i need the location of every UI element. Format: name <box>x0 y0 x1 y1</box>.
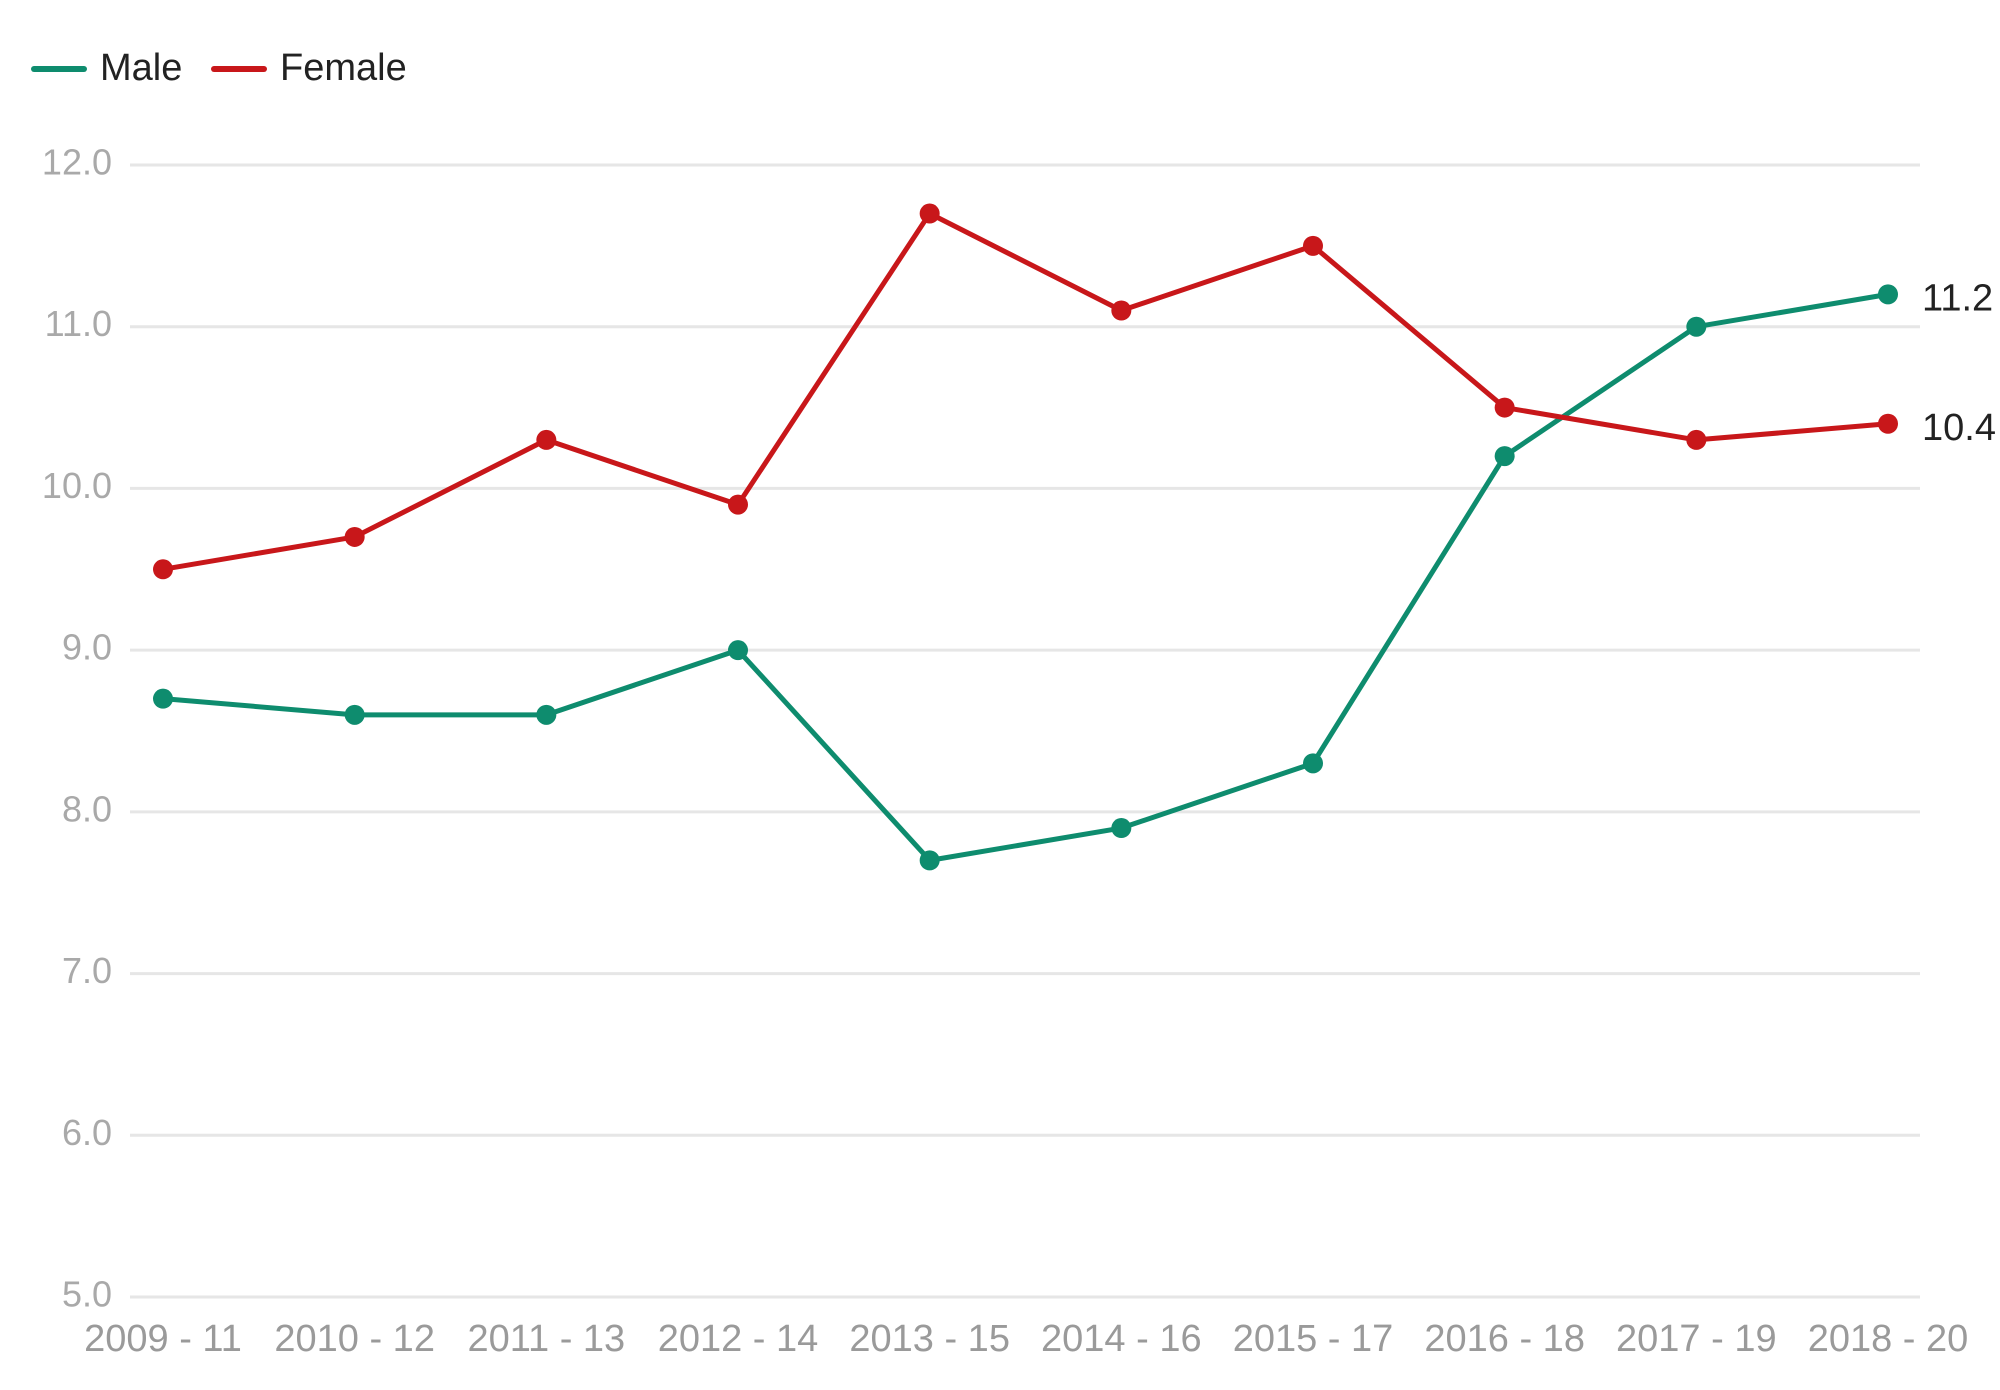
x-tick-label: 2013 - 15 <box>849 1318 1010 1360</box>
x-tick-label: 2010 - 12 <box>274 1318 435 1360</box>
data-point[interactable] <box>1494 397 1515 418</box>
x-tick-label: 2014 - 16 <box>1041 1318 1202 1360</box>
x-axis: 2009 - 11 2010 - 12 2011 - 13 2012 - 14 2013… <box>84 1318 1968 1360</box>
series-line <box>160 211 1891 572</box>
x-tick-label: 2011 - 13 <box>467 1318 625 1360</box>
x-tick-label: 2016 - 18 <box>1424 1318 1585 1360</box>
y-gridlines <box>130 163 1920 1299</box>
data-point[interactable] <box>344 704 365 725</box>
data-point[interactable] <box>1111 300 1132 321</box>
data-point[interactable] <box>1686 429 1707 450</box>
data-point[interactable] <box>1878 413 1898 434</box>
y-tick-label: 5.0 <box>62 1274 112 1315</box>
x-tick-label: 2018 - 20 <box>1808 1318 1969 1360</box>
data-point[interactable] <box>1303 753 1323 774</box>
x-tick-label: 2015 - 17 <box>1233 1318 1394 1360</box>
data-point[interactable] <box>728 494 748 515</box>
data-point[interactable] <box>1686 316 1707 337</box>
data-point[interactable] <box>153 559 173 580</box>
legend-item-female: Female <box>211 47 407 89</box>
legend-label: Male <box>100 47 182 89</box>
end-value-label: 11.2 <box>1922 277 1993 319</box>
data-point[interactable] <box>1111 818 1132 839</box>
legend-item-male: Male <box>31 47 182 89</box>
data-point[interactable] <box>1878 284 1898 305</box>
data-point[interactable] <box>919 850 940 871</box>
series-female <box>153 203 1898 580</box>
y-tick-label: 9.0 <box>62 627 112 668</box>
data-point[interactable] <box>728 640 748 661</box>
data-point[interactable] <box>153 688 173 709</box>
y-tick-label: 10.0 <box>42 465 112 506</box>
series-line <box>160 291 1891 863</box>
data-point[interactable] <box>344 526 365 547</box>
y-tick-label: 12.0 <box>42 142 112 183</box>
x-tick-label: 2012 - 14 <box>658 1318 819 1360</box>
end-labels: 11.2 10.4 <box>1922 277 1996 448</box>
data-point[interactable] <box>1303 235 1323 256</box>
legend: Male Female <box>31 47 407 89</box>
x-tick-label: 2017 - 19 <box>1616 1318 1777 1360</box>
data-point[interactable] <box>1494 446 1515 467</box>
series-layer <box>153 203 1898 871</box>
data-point[interactable] <box>536 704 557 725</box>
series-male <box>153 284 1898 871</box>
y-tick-label: 11.0 <box>45 303 112 344</box>
legend-label: Female <box>280 47 407 89</box>
x-tick-label: 2009 - 11 <box>84 1318 242 1360</box>
data-point[interactable] <box>919 203 940 224</box>
y-axis: 5.0 6.0 7.0 8.0 9.0 10.0 11.0 12.0 <box>42 142 112 1315</box>
end-value-label: 10.4 <box>1922 407 1996 449</box>
y-tick-label: 6.0 <box>62 1112 112 1153</box>
y-tick-label: 8.0 <box>62 788 112 829</box>
data-point[interactable] <box>536 429 557 450</box>
y-tick-label: 7.0 <box>62 950 112 991</box>
